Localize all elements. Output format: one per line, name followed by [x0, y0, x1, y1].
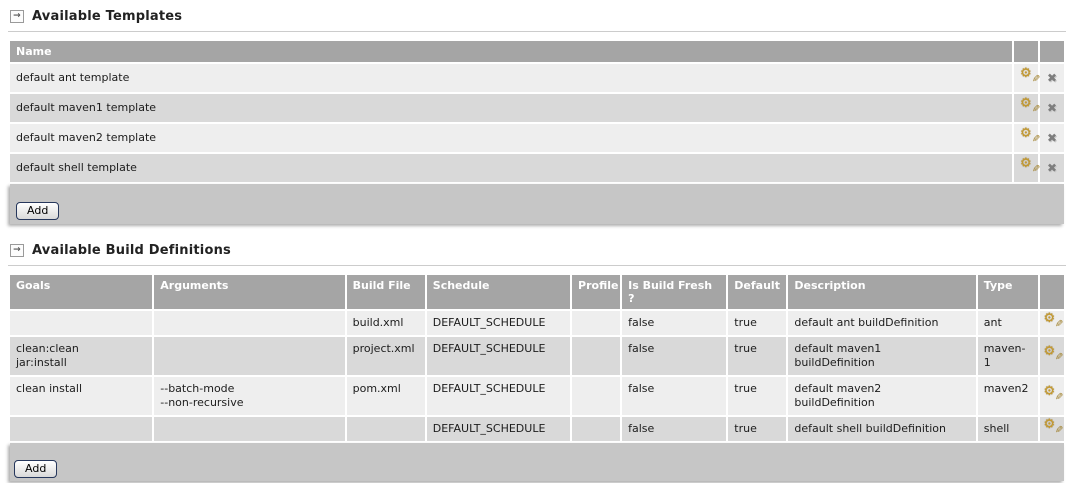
build-definition-row: clean install --batch-mode --non-recursi…: [10, 377, 1064, 415]
delete-icon[interactable]: [1047, 101, 1057, 116]
template-name: default maven2 template: [10, 124, 1012, 152]
column-header-name: Name: [10, 41, 1012, 62]
column-header-is-build-fresh: Is Build Fresh ?: [622, 275, 727, 309]
description-cell: default maven1 buildDefinition: [788, 337, 976, 375]
templates-table: Name default ant template default maven1…: [8, 39, 1066, 226]
templates-section: Available Templates Name default ant tem…: [8, 6, 1066, 226]
column-header-profile: Profile: [572, 275, 621, 309]
build-file-cell: pom.xml: [346, 377, 425, 415]
column-header-edit: [1039, 275, 1064, 309]
default-cell: true: [728, 417, 787, 441]
build-definitions-section-title: Available Build Definitions: [32, 243, 231, 258]
template-row: default ant template: [10, 64, 1064, 92]
templates-header-row: Name: [10, 41, 1064, 62]
delete-icon[interactable]: [1047, 131, 1057, 146]
section-toggle-icon[interactable]: [10, 244, 24, 257]
is-build-fresh-cell: false: [622, 417, 727, 441]
arguments-cell: [154, 417, 345, 441]
is-build-fresh-cell: false: [622, 311, 727, 335]
template-row: default maven1 template: [10, 94, 1064, 122]
goals-cell: [10, 417, 153, 441]
schedule-cell: DEFAULT_SCHEDULE: [426, 377, 571, 415]
goals-cell: clean install: [10, 377, 153, 415]
column-header-delete: [1040, 41, 1064, 62]
arguments-cell: [154, 337, 345, 375]
column-header-goals: Goals: [10, 275, 153, 309]
arguments-cell: --batch-mode --non-recursive: [154, 377, 345, 415]
template-name: default shell template: [10, 154, 1012, 182]
edit-icon[interactable]: [1043, 418, 1060, 435]
default-cell: true: [728, 337, 787, 375]
build-definitions-section: Available Build Definitions Goals Argume…: [8, 240, 1066, 483]
is-build-fresh-cell: false: [622, 337, 727, 375]
profile-cell: [572, 377, 621, 415]
default-cell: true: [728, 311, 787, 335]
profile-cell: [572, 311, 621, 335]
edit-icon[interactable]: [1020, 67, 1037, 84]
template-row: default shell template: [10, 154, 1064, 182]
goals-cell: clean:clean jar:install: [10, 337, 153, 375]
schedule-cell: DEFAULT_SCHEDULE: [426, 337, 571, 375]
schedule-cell: DEFAULT_SCHEDULE: [426, 417, 571, 441]
description-cell: default ant buildDefinition: [788, 311, 976, 335]
build-definitions-table: Goals Arguments Build File Schedule Prof…: [8, 273, 1066, 483]
description-cell: default maven2 buildDefinition: [788, 377, 976, 415]
column-header-schedule: Schedule: [426, 275, 571, 309]
type-cell: shell: [977, 417, 1038, 441]
profile-cell: [572, 417, 621, 441]
type-cell: ant: [977, 311, 1038, 335]
column-header-edit: [1014, 41, 1038, 62]
build-file-cell: [346, 417, 425, 441]
delete-icon[interactable]: [1047, 161, 1057, 176]
edit-icon[interactable]: [1043, 385, 1060, 402]
schedule-cell: DEFAULT_SCHEDULE: [426, 311, 571, 335]
edit-icon[interactable]: [1043, 312, 1060, 329]
templates-section-header: Available Templates: [8, 6, 1066, 32]
build-definition-row: build.xml DEFAULT_SCHEDULE false true de…: [10, 311, 1064, 335]
column-header-arguments: Arguments: [154, 275, 345, 309]
column-header-build-file: Build File: [346, 275, 425, 309]
build-definitions-section-header: Available Build Definitions: [8, 240, 1066, 266]
build-definitions-footer-bar: Add: [10, 443, 1064, 481]
build-definition-row: clean:clean jar:install project.xml DEFA…: [10, 337, 1064, 375]
build-file-cell: project.xml: [346, 337, 425, 375]
edit-icon[interactable]: [1020, 127, 1037, 144]
type-cell: maven-1: [977, 337, 1038, 375]
edit-icon[interactable]: [1020, 97, 1037, 114]
build-definition-row: DEFAULT_SCHEDULE false true default shel…: [10, 417, 1064, 441]
build-file-cell: build.xml: [346, 311, 425, 335]
profile-cell: [572, 337, 621, 375]
description-cell: default shell buildDefinition: [788, 417, 976, 441]
add-template-button[interactable]: Add: [16, 202, 60, 220]
templates-footer-bar: Add: [10, 184, 1064, 224]
is-build-fresh-cell: false: [622, 377, 727, 415]
edit-icon[interactable]: [1043, 345, 1060, 362]
templates-section-title: Available Templates: [32, 9, 183, 24]
section-toggle-icon[interactable]: [10, 10, 24, 23]
template-row: default maven2 template: [10, 124, 1064, 152]
type-cell: maven2: [977, 377, 1038, 415]
template-name: default maven1 template: [10, 94, 1012, 122]
default-cell: true: [728, 377, 787, 415]
edit-icon[interactable]: [1020, 157, 1037, 174]
column-header-default: Default: [728, 275, 787, 309]
delete-icon[interactable]: [1047, 71, 1057, 86]
goals-cell: [10, 311, 153, 335]
build-definitions-header-row: Goals Arguments Build File Schedule Prof…: [10, 275, 1064, 309]
arguments-cell: [154, 311, 345, 335]
template-name: default ant template: [10, 64, 1012, 92]
column-header-description: Description: [788, 275, 976, 309]
column-header-type: Type: [977, 275, 1038, 309]
add-build-definition-button[interactable]: Add: [14, 460, 58, 478]
